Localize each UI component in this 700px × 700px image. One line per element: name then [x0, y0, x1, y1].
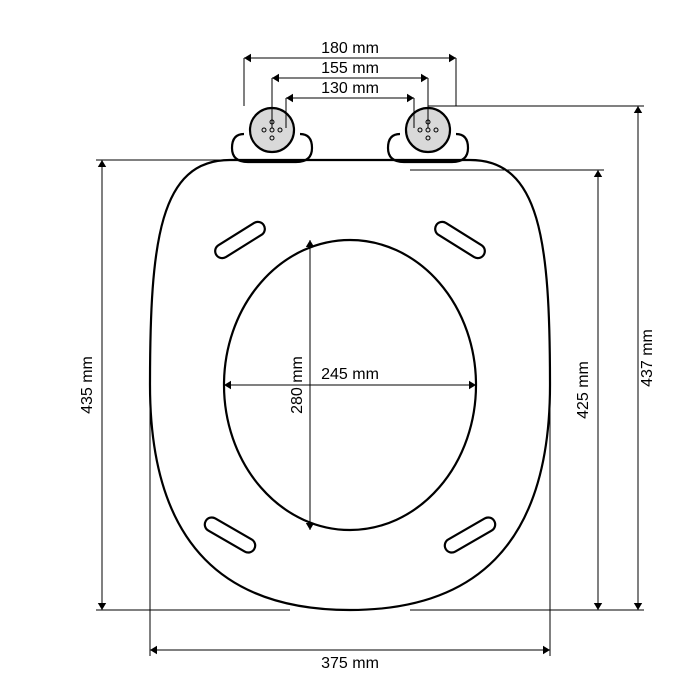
svg-text:155 mm: 155 mm	[321, 60, 379, 77]
dim-h-437: 437 mm	[639, 329, 656, 387]
bumper-slot	[433, 219, 488, 261]
dim-h-425: 425 mm	[575, 361, 592, 419]
bumper-slot	[213, 219, 268, 261]
bumper-slot	[442, 515, 497, 555]
bumper-slot	[202, 515, 257, 555]
svg-text:130 mm: 130 mm	[321, 80, 379, 97]
dim-overall-width: 375 mm	[321, 655, 379, 672]
dim-inner-height: 280 mm	[289, 356, 306, 414]
svg-text:180 mm: 180 mm	[321, 40, 379, 57]
dim-h-435: 435 mm	[79, 356, 96, 414]
dim-inner-width: 245 mm	[321, 366, 379, 383]
